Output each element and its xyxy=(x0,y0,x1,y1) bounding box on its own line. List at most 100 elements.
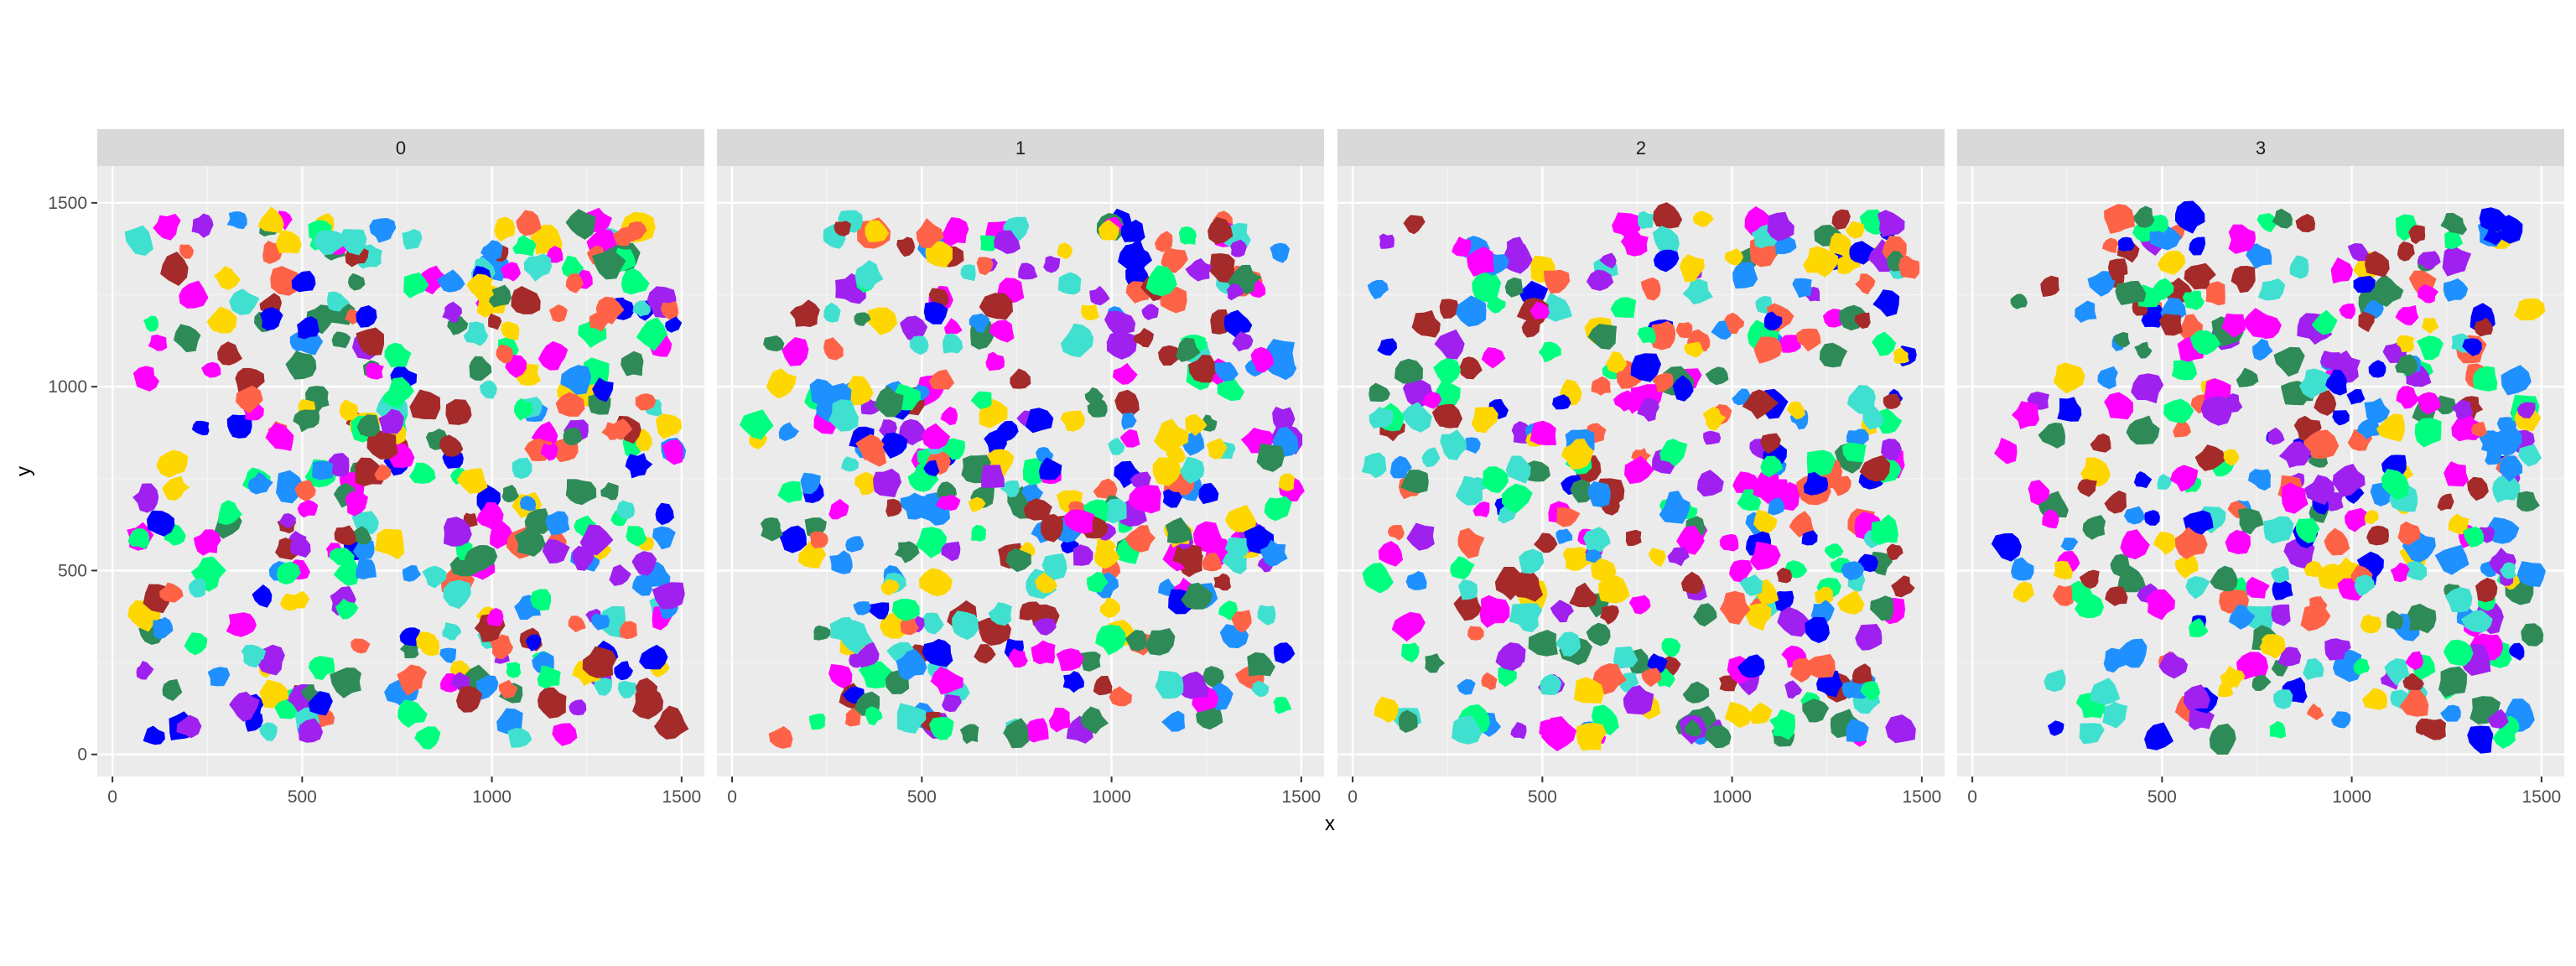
cell-polygon xyxy=(635,393,657,411)
cell-polygon xyxy=(2435,395,2456,415)
cell-polygon xyxy=(480,240,503,262)
cell-polygon xyxy=(894,541,920,564)
cell-polygon xyxy=(2263,516,2294,544)
cell-polygon xyxy=(189,578,206,598)
cell-polygon xyxy=(1201,553,1222,572)
cell-polygon xyxy=(2075,300,2097,323)
cell-polygon xyxy=(782,337,809,366)
cell-polygon xyxy=(2133,471,2153,489)
cell-polygon xyxy=(1155,231,1173,252)
cell-polygon xyxy=(2353,275,2376,293)
cell-polygon xyxy=(1019,601,1043,621)
cell-polygon xyxy=(2040,275,2059,298)
cell-polygon xyxy=(334,525,356,546)
cell-polygon xyxy=(1232,331,1254,352)
cell-polygon xyxy=(333,559,360,586)
cell-polygon xyxy=(2010,293,2028,309)
cell-polygon xyxy=(2145,589,2175,621)
cell-polygon xyxy=(1175,337,1201,362)
cell-polygon xyxy=(339,399,358,421)
cell-polygon xyxy=(191,420,210,436)
cell-polygon xyxy=(2499,562,2516,579)
cell-polygon xyxy=(2467,725,2494,754)
cell-polygon xyxy=(159,582,184,603)
cell-polygon xyxy=(1223,309,1253,339)
cell-polygon xyxy=(2303,658,2324,680)
cell-polygon xyxy=(2277,647,2302,667)
cell-polygon xyxy=(1172,543,1202,569)
cell-polygon xyxy=(1056,648,1084,672)
cell-polygon xyxy=(2324,527,2350,556)
cell-polygon xyxy=(1760,455,1784,478)
panel-background xyxy=(717,166,1324,776)
cell-polygon xyxy=(2077,479,2097,497)
cell-polygon xyxy=(2395,354,2418,377)
cell-polygon xyxy=(942,693,962,713)
cell-polygon xyxy=(941,217,969,247)
cell-polygon xyxy=(1871,514,1898,545)
x-tick-label: 1000 xyxy=(2332,787,2371,807)
cell-polygon xyxy=(2087,271,2116,297)
cell-polygon xyxy=(1362,563,1394,594)
cell-polygon xyxy=(2332,410,2350,426)
cell-polygon xyxy=(512,457,532,480)
cell-polygon xyxy=(1586,622,1611,647)
cell-polygon xyxy=(1021,480,1044,503)
cell-polygon xyxy=(294,480,316,501)
cell-polygon xyxy=(1724,701,1753,729)
cell-polygon xyxy=(1041,553,1067,580)
facet-panel-3: 3 0 500 1000 1500 xyxy=(1957,129,2564,807)
cell-polygon xyxy=(2480,429,2506,457)
cell-polygon xyxy=(1405,571,1427,590)
cell-polygon xyxy=(1180,456,1205,485)
cell-polygon xyxy=(132,483,159,513)
cell-polygon xyxy=(1653,202,1683,229)
cell-polygon xyxy=(561,255,584,281)
cell-polygon xyxy=(652,582,685,610)
cell-polygon xyxy=(1464,437,1481,454)
cell-polygon xyxy=(1576,722,1607,751)
cell-polygon xyxy=(1569,582,1598,608)
cell-polygon xyxy=(869,602,890,620)
cell-polygon xyxy=(2158,652,2188,679)
cell-polygon xyxy=(1206,438,1228,460)
cell-polygon xyxy=(768,726,793,749)
cell-polygon xyxy=(2346,389,2366,405)
cell-polygon xyxy=(2246,243,2272,269)
cell-polygon xyxy=(2408,225,2426,245)
cell-polygon xyxy=(1472,501,1490,517)
cell-polygon xyxy=(2514,298,2546,321)
cell-polygon xyxy=(600,482,619,501)
cell-polygon xyxy=(1718,675,1738,692)
cell-polygon xyxy=(572,545,595,571)
cell-polygon xyxy=(456,468,488,494)
cell-polygon xyxy=(397,699,428,728)
cell-polygon xyxy=(2303,560,2323,577)
cell-polygon xyxy=(2228,604,2256,630)
cell-polygon xyxy=(1106,331,1137,360)
cell-polygon xyxy=(501,485,519,503)
cell-polygon xyxy=(1724,312,1745,335)
cell-polygon xyxy=(2272,576,2293,600)
cell-polygon xyxy=(2364,397,2391,423)
cell-polygon xyxy=(1000,480,1020,497)
cell-polygon xyxy=(1760,433,1781,454)
cell-polygon xyxy=(1452,715,1483,745)
cell-polygon xyxy=(352,538,375,559)
cell-polygon xyxy=(1230,610,1252,633)
cell-polygon xyxy=(976,257,994,276)
cell-polygon xyxy=(1400,470,1429,494)
cell-polygon xyxy=(160,252,189,286)
cell-polygon xyxy=(2472,366,2498,392)
cell-polygon xyxy=(2309,596,2328,612)
cell-polygon xyxy=(402,564,422,582)
x-tick-label: 500 xyxy=(2148,787,2177,807)
cell-polygon xyxy=(2499,455,2523,482)
cell-polygon xyxy=(1637,398,1659,422)
cell-polygon xyxy=(1003,718,1030,749)
cell-polygon xyxy=(1877,210,1905,237)
cell-polygon xyxy=(179,244,195,259)
cell-polygon xyxy=(1703,430,1722,445)
cell-polygon xyxy=(1505,455,1531,484)
cell-polygon xyxy=(1421,447,1441,468)
